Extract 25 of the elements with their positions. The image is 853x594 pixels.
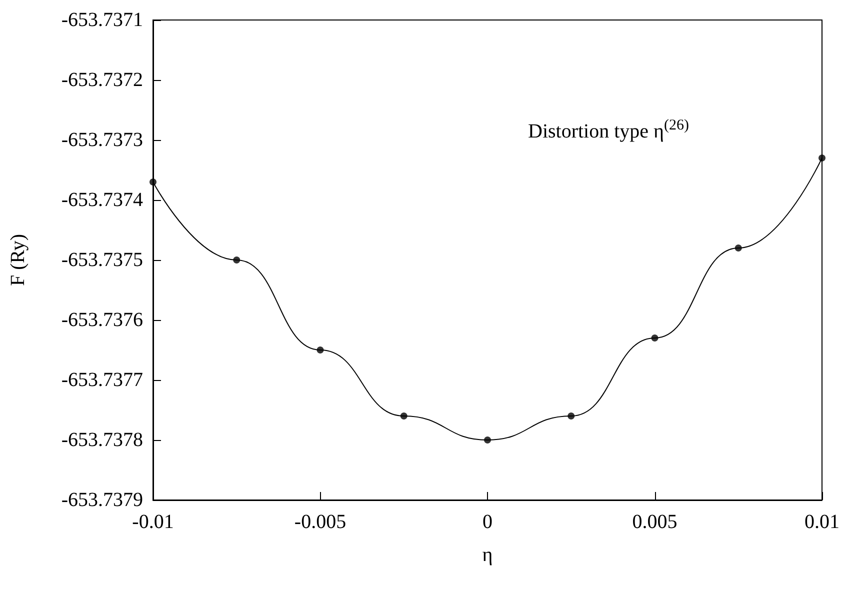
y-tick-label: -653.7371 <box>61 9 143 31</box>
y-tick-label: -653.7378 <box>61 429 143 451</box>
y-tick-label: -653.7373 <box>61 129 143 151</box>
point <box>400 412 408 420</box>
point <box>233 256 240 264</box>
y-tick-label: -653.7374 <box>61 189 143 211</box>
x-tick-label: 0.01 <box>804 511 840 533</box>
point <box>484 436 491 444</box>
x-tick-label: -0.01 <box>132 511 174 533</box>
x-tick-label: 0 <box>482 511 492 533</box>
x-tick-label: -0.005 <box>294 511 346 533</box>
point <box>568 412 575 420</box>
y-tick-label: -653.7376 <box>61 309 143 331</box>
y-tick-label: -653.7377 <box>61 369 143 391</box>
point <box>316 346 324 354</box>
y-axis-title: F (Ry) <box>7 234 29 286</box>
point <box>150 178 156 186</box>
y-tick-label: -653.7375 <box>61 249 143 271</box>
y-tick-label: -653.7372 <box>61 69 143 91</box>
y-tick-label: -653.7379 <box>61 489 143 511</box>
point <box>818 154 826 162</box>
point <box>651 334 658 342</box>
x-tick-label: 0.005 <box>632 511 678 533</box>
point <box>734 244 742 252</box>
x-axis-title: η <box>482 544 493 566</box>
